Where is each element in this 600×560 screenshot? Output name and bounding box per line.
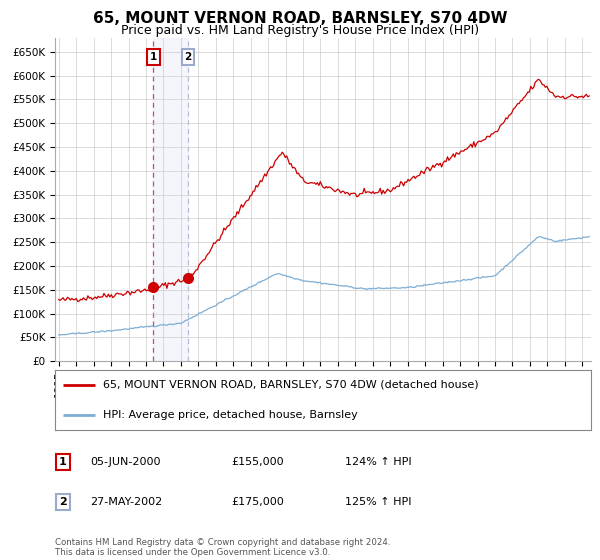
Text: 05-JUN-2000: 05-JUN-2000 [90, 457, 161, 467]
Bar [154, 38, 188, 361]
Text: Price paid vs. HM Land Registry's House Price Index (HPI): Price paid vs. HM Land Registry's House … [121, 24, 479, 36]
Text: 2: 2 [59, 497, 67, 507]
Text: 27-MAY-2002: 27-MAY-2002 [90, 497, 162, 507]
Text: Contains HM Land Registry data © Crown copyright and database right 2024.
This d: Contains HM Land Registry data © Crown c… [55, 538, 391, 557]
Text: 125% ↑ HPI: 125% ↑ HPI [345, 497, 412, 507]
Text: HPI: Average price, detached house, Barnsley: HPI: Average price, detached house, Barn… [103, 410, 358, 420]
Text: 65, MOUNT VERNON ROAD, BARNSLEY, S70 4DW: 65, MOUNT VERNON ROAD, BARNSLEY, S70 4DW [93, 11, 507, 26]
Text: 1: 1 [59, 457, 67, 467]
Text: 2: 2 [184, 52, 191, 62]
Text: 65, MOUNT VERNON ROAD, BARNSLEY, S70 4DW (detached house): 65, MOUNT VERNON ROAD, BARNSLEY, S70 4DW… [103, 380, 479, 390]
Text: 1: 1 [150, 52, 157, 62]
Text: 124% ↑ HPI: 124% ↑ HPI [345, 457, 412, 467]
Text: £155,000: £155,000 [231, 457, 284, 467]
Text: £175,000: £175,000 [231, 497, 284, 507]
